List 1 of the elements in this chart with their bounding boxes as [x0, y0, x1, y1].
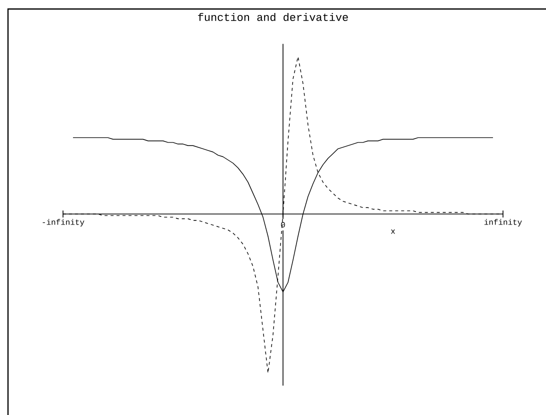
chart-title: function and derivative [198, 12, 348, 22]
